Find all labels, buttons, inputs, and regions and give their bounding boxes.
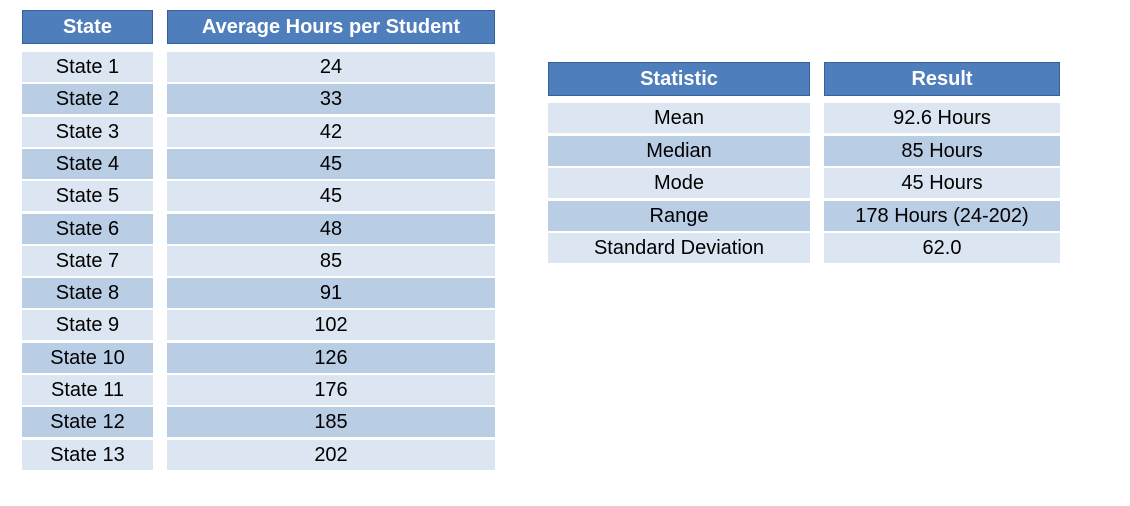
column-header: Result <box>824 62 1060 96</box>
column-header: Statistic <box>548 62 810 96</box>
table-cell: State 9 <box>22 310 153 340</box>
table-cell: 85 Hours <box>824 136 1060 166</box>
table-cell: 45 <box>167 181 495 211</box>
table-cell: Mean <box>548 103 810 133</box>
table-cell: 126 <box>167 343 495 373</box>
table-cell: 85 <box>167 246 495 276</box>
table-cell: 45 <box>167 149 495 179</box>
table-cell: State 8 <box>22 278 153 308</box>
column-header: Average Hours per Student <box>167 10 495 44</box>
column-header: State <box>22 10 153 44</box>
table-cell: 91 <box>167 278 495 308</box>
table-cell: State 4 <box>22 149 153 179</box>
table-cell: 48 <box>167 214 495 244</box>
table-cell: 42 <box>167 117 495 147</box>
table-cell: 185 <box>167 407 495 437</box>
table-cell: 24 <box>167 52 495 82</box>
table-cell: State 10 <box>22 343 153 373</box>
table-cell: Range <box>548 201 810 231</box>
table-cell: 62.0 <box>824 233 1060 263</box>
table-cell: State 7 <box>22 246 153 276</box>
table-cell: Standard Deviation <box>548 233 810 263</box>
table-cell: 45 Hours <box>824 168 1060 198</box>
table-cell: State 3 <box>22 117 153 147</box>
table-cell: State 1 <box>22 52 153 82</box>
table-cell: State 11 <box>22 375 153 405</box>
table-cell: State 2 <box>22 84 153 114</box>
table-cell: Mode <box>548 168 810 198</box>
table-cell: 33 <box>167 84 495 114</box>
table-cell: 176 <box>167 375 495 405</box>
table-cell: 92.6 Hours <box>824 103 1060 133</box>
table-cell: 202 <box>167 440 495 470</box>
table-cell: State 5 <box>22 181 153 211</box>
table-cell: 102 <box>167 310 495 340</box>
table-cell: 178 Hours (24-202) <box>824 201 1060 231</box>
table-cell: Median <box>548 136 810 166</box>
table-cell: State 6 <box>22 214 153 244</box>
table-cell: State 12 <box>22 407 153 437</box>
table-cell: State 13 <box>22 440 153 470</box>
